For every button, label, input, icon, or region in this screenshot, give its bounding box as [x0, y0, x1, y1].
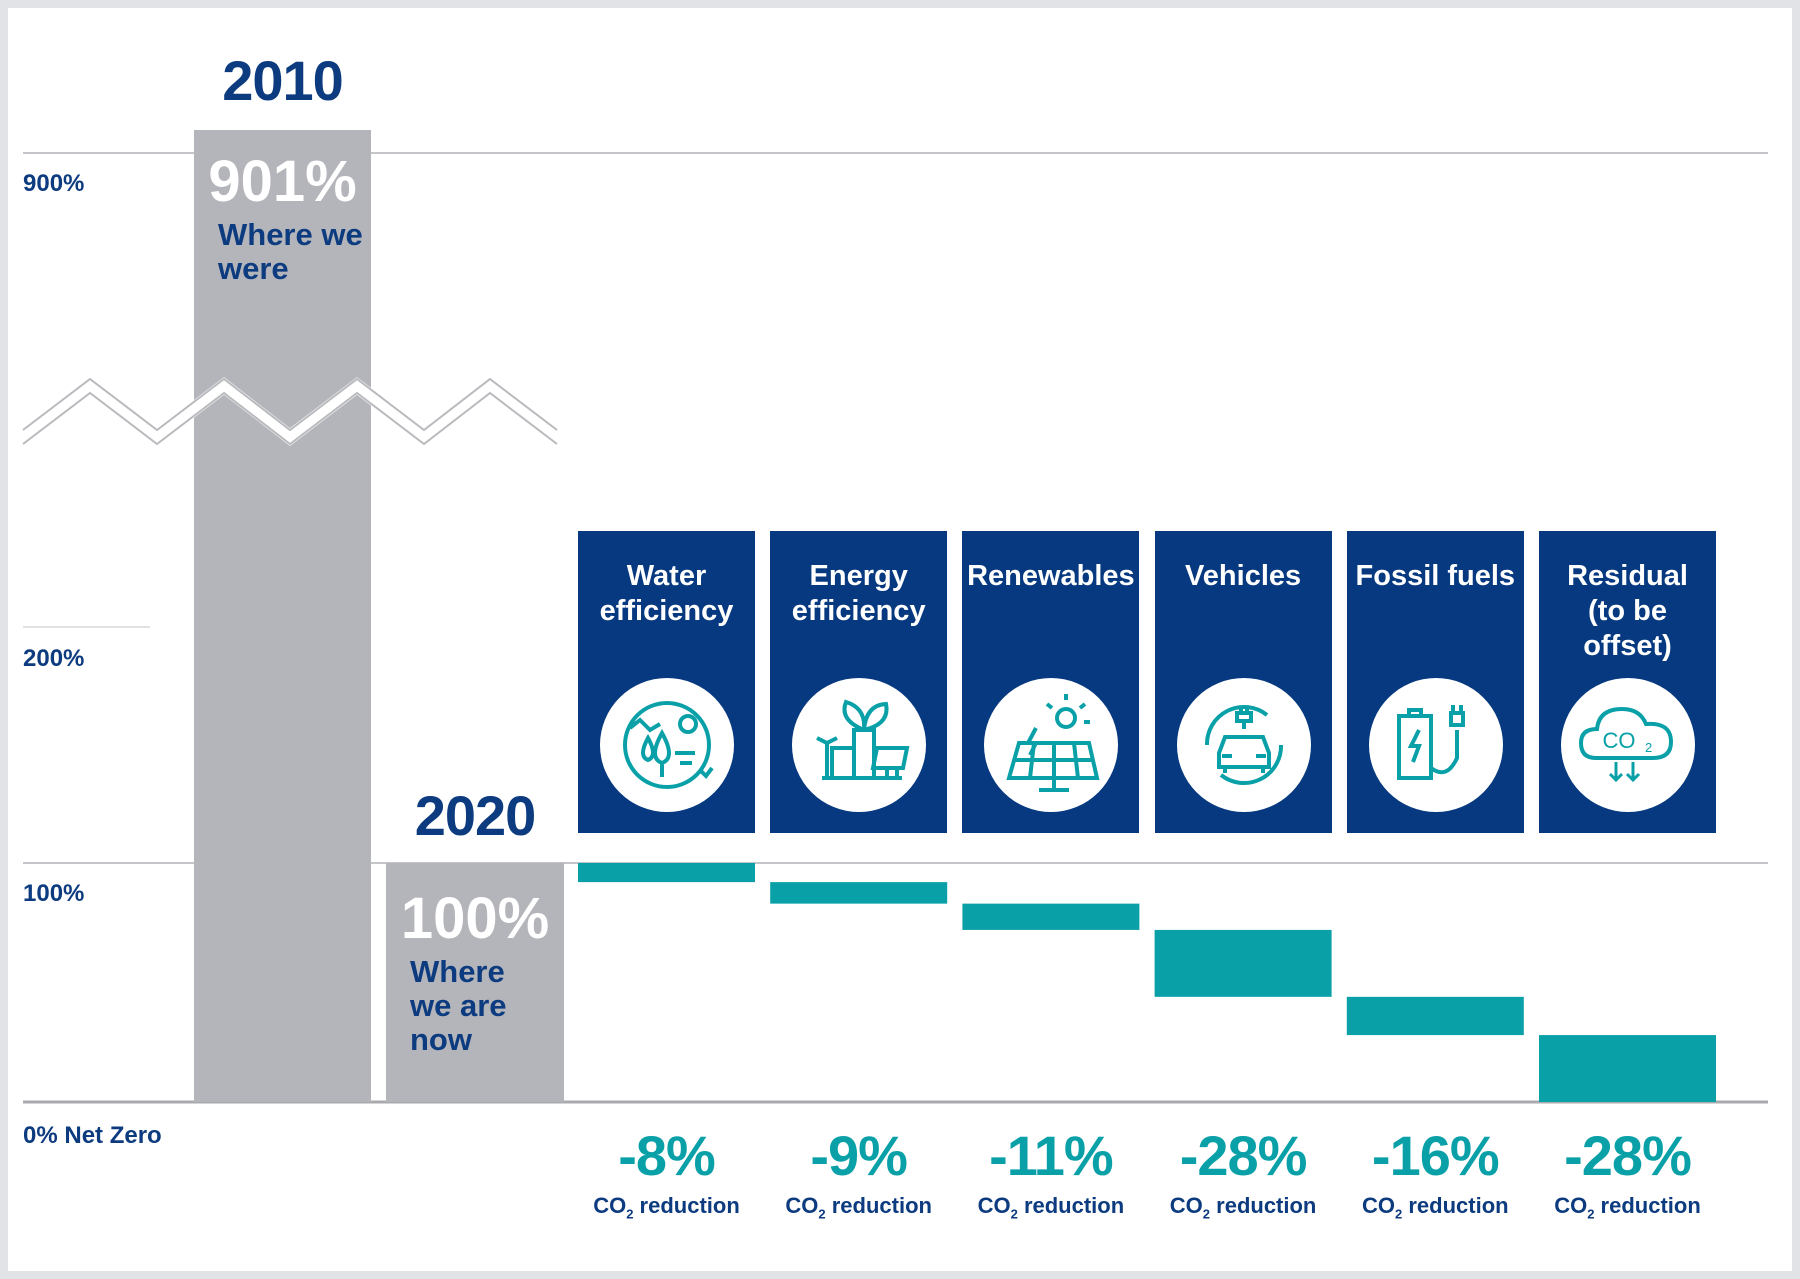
reduction-bar-1 — [770, 882, 948, 904]
co2-reduction-caption: CO2 reduction — [593, 1193, 740, 1222]
category-label: Water efficiency — [599, 560, 734, 627]
co2-reduction-caption: CO2 reduction — [1554, 1193, 1701, 1222]
energy-plant-leaf-icon — [792, 678, 927, 812]
reduction-value-label: -28% — [1564, 1124, 1692, 1187]
water-landscape-icon — [600, 678, 734, 812]
y-tick-900: 900% — [23, 170, 85, 197]
bar-2010 — [194, 130, 371, 1102]
axis-break-line-bottom — [22, 391, 558, 446]
reduction-value-label: -11% — [989, 1124, 1114, 1187]
co2-cloud-icon: CO 2 — [1561, 678, 1695, 812]
solar-panel-sun-icon — [984, 678, 1119, 812]
y-tick-200: 200% — [23, 645, 85, 672]
category-label: Fossil fuels — [1355, 560, 1516, 592]
category-label: Vehicles — [1185, 560, 1302, 592]
caption-2010: Where we were — [218, 217, 363, 286]
reduction-bar-5 — [1539, 1035, 1716, 1102]
year-2010-label: 2010 — [222, 49, 344, 112]
svg-text:CO: CO — [1603, 728, 1636, 753]
reduction-bar-3 — [1154, 929, 1332, 997]
category-label: Residual (to be offset) — [1567, 560, 1688, 662]
co2-reduction-caption: CO2 reduction — [1362, 1193, 1509, 1222]
reduction-bar-4 — [1346, 996, 1524, 1036]
category-box-0: Water efficiency — [578, 531, 755, 833]
reduction-bar-0 — [578, 863, 755, 883]
category-box-3: Vehicles — [1154, 531, 1332, 833]
co2-reduction-caption: CO2 reduction — [1169, 1193, 1317, 1222]
reduction-bar-2 — [962, 903, 1140, 930]
reduction-value-label: -8% — [618, 1124, 716, 1187]
category-box-5: Residual (to be offset) CO 2 — [1539, 531, 1716, 833]
value-2020-label: 100% — [400, 886, 550, 951]
reduction-value-label: -28% — [1179, 1124, 1308, 1187]
svg-text:2: 2 — [1645, 740, 1652, 755]
axis-break-band — [18, 377, 562, 446]
year-2020-label: 2020 — [414, 784, 537, 847]
reduction-value-label: -9% — [810, 1124, 908, 1187]
y-tick-0-net-zero: 0% Net Zero — [23, 1122, 162, 1149]
category-label: Renewables — [967, 560, 1135, 592]
reduction-value-label: -16% — [1371, 1124, 1500, 1187]
category-box-1: Energy efficiency — [770, 531, 948, 833]
category-box-2: Renewables — [962, 531, 1140, 833]
axis-break-line-top — [22, 377, 558, 432]
co2-reduction-caption: CO2 reduction — [785, 1193, 932, 1222]
y-tick-100: 100% — [23, 880, 85, 907]
bar-2020 — [386, 863, 564, 1102]
electric-car-icon — [1176, 678, 1311, 812]
category-label: Energy efficiency — [791, 560, 926, 627]
value-2010-label: 901% — [208, 149, 357, 214]
battery-plug-icon — [1368, 678, 1503, 812]
caption-2020: Where we are now — [410, 954, 507, 1057]
category-box-4: Fossil fuels — [1346, 531, 1524, 833]
co2-reduction-caption: CO2 reduction — [977, 1193, 1125, 1222]
